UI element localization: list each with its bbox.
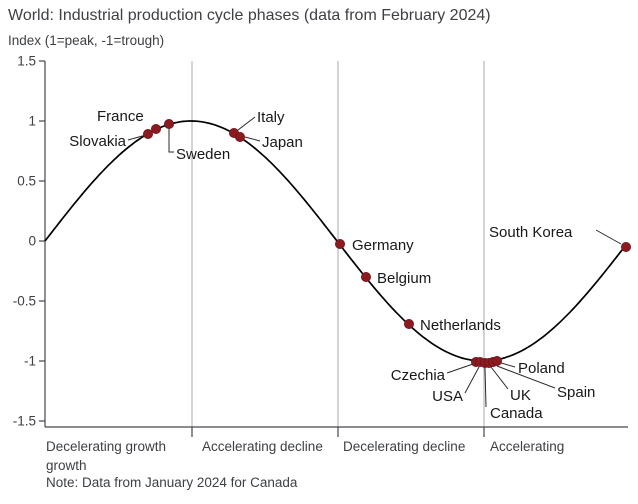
point-south-korea bbox=[621, 241, 632, 252]
leader-line-canada bbox=[484, 367, 487, 408]
y-tick-label: -0.5 bbox=[13, 294, 36, 309]
point-label-canada: Canada bbox=[490, 405, 543, 422]
leader-line-italy bbox=[237, 116, 256, 131]
point-label-germany: Germany bbox=[352, 237, 414, 254]
footnote: Note: Data from January 2024 for Canada bbox=[46, 475, 298, 490]
phase-label-2: Decelerating decline bbox=[343, 439, 465, 454]
y-tick-label: -1.5 bbox=[13, 414, 36, 429]
chart-title: World: Industrial production cycle phase… bbox=[8, 7, 491, 24]
phase-label-0: Decelerating growth bbox=[46, 439, 166, 454]
y-tick-label: 1 bbox=[28, 114, 36, 129]
point-label-spain: Spain bbox=[557, 384, 595, 401]
point-label-usa: USA bbox=[432, 388, 463, 405]
point-label-sweden: Sweden bbox=[176, 146, 230, 163]
point-label-uk: UK bbox=[510, 387, 531, 404]
leader-line-sweden bbox=[168, 129, 174, 153]
y-tick-label: 0 bbox=[28, 234, 36, 249]
point-slovakia bbox=[142, 128, 153, 139]
leader-line-japan bbox=[244, 136, 261, 142]
phase-label-3: Accelerating bbox=[490, 439, 564, 454]
point-germany bbox=[334, 238, 345, 249]
point-label-poland: Poland bbox=[518, 360, 565, 377]
point-label-japan: Japan bbox=[262, 134, 303, 151]
leader-line-czechia bbox=[446, 363, 474, 374]
point-label-france: France bbox=[97, 108, 144, 125]
point-label-south-korea: South Korea bbox=[489, 224, 573, 241]
leader-line-slovakia bbox=[127, 134, 147, 141]
y-tick-label: 0.5 bbox=[17, 174, 36, 189]
point-belgium bbox=[360, 271, 371, 282]
point-france bbox=[150, 124, 161, 135]
point-label-czechia: Czechia bbox=[391, 367, 446, 384]
leader-line-uk bbox=[490, 366, 509, 390]
cycle-curve bbox=[44, 120, 628, 362]
point-netherlands bbox=[403, 318, 414, 329]
leader-line-poland bbox=[500, 362, 516, 368]
point-sweden bbox=[163, 119, 174, 130]
point-label-slovakia: Slovakia bbox=[69, 133, 126, 150]
phase-label-1: Accelerating decline bbox=[202, 439, 323, 454]
y-tick-label: -1 bbox=[24, 354, 36, 369]
leader-line-south-korea bbox=[595, 229, 622, 245]
phase-label-wrap: growth bbox=[46, 458, 87, 473]
point-label-belgium: Belgium bbox=[377, 270, 431, 287]
y-tick-label: 1.5 bbox=[17, 54, 36, 69]
leader-line-spain bbox=[496, 365, 556, 389]
point-label-netherlands: Netherlands bbox=[420, 317, 501, 334]
point-poland bbox=[491, 355, 502, 366]
point-label-italy: Italy bbox=[257, 109, 285, 126]
point-japan bbox=[234, 131, 245, 142]
leader-line-usa bbox=[464, 366, 480, 394]
chart-subtitle: Index (1=peak, -1=trough) bbox=[8, 33, 165, 48]
